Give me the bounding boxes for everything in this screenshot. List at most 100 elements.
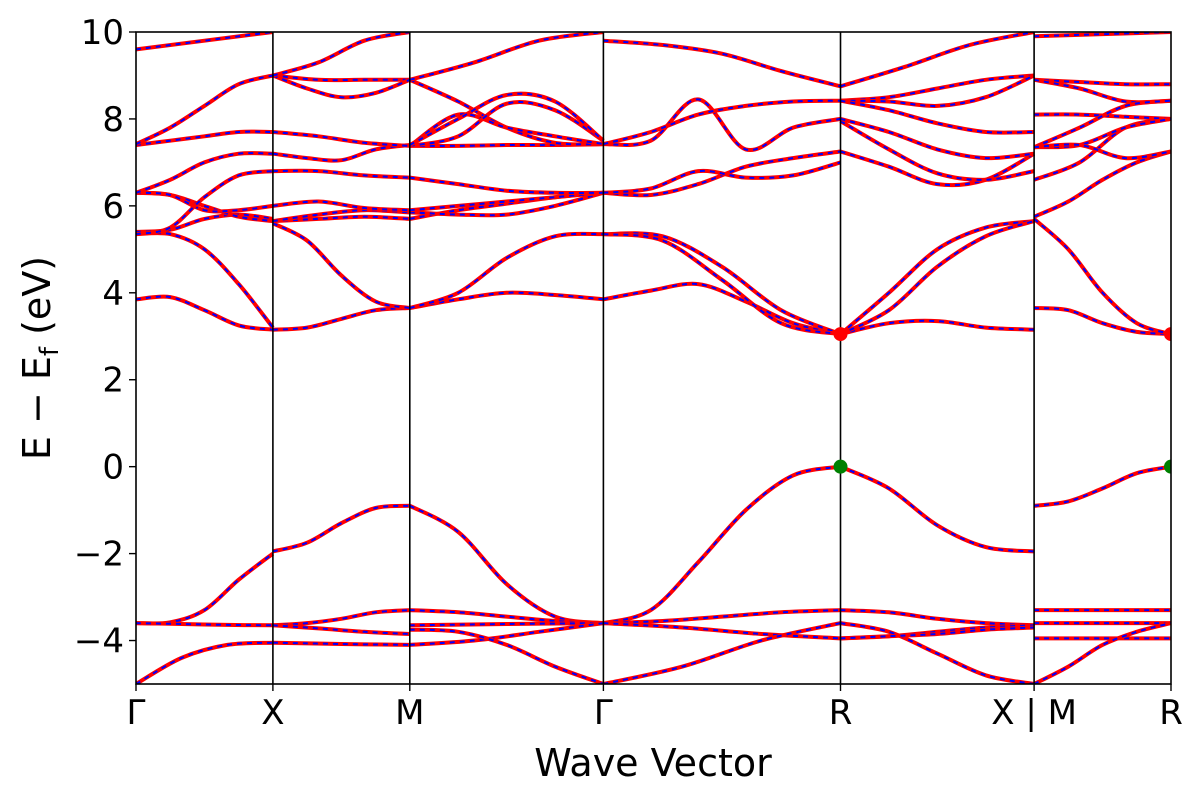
y-tick-label: 4 bbox=[102, 274, 124, 314]
band-line bbox=[1033, 77, 1171, 87]
band-line-dashed bbox=[136, 191, 274, 213]
band-line-dashed bbox=[603, 161, 841, 194]
band-line-dashed bbox=[136, 295, 274, 331]
band-line-dashed bbox=[840, 117, 1035, 160]
band-line-dashed bbox=[840, 74, 1035, 107]
band-line-dashed bbox=[1034, 117, 1171, 149]
band-line-dashed bbox=[1033, 465, 1171, 507]
x-axis-ticks: Γ X M Γ R X | M R bbox=[127, 684, 1183, 733]
high-symmetry-lines bbox=[272, 32, 1035, 684]
band-line-dashed bbox=[136, 152, 273, 194]
y-tick-label: 2 bbox=[102, 361, 124, 401]
band-line-dashed bbox=[840, 626, 1035, 640]
band-line-dashed bbox=[840, 32, 1035, 88]
band-line-dashed bbox=[1034, 307, 1171, 336]
band-line-dashed bbox=[136, 32, 274, 51]
band-line-dashed bbox=[272, 200, 410, 212]
band-line-dashed bbox=[409, 291, 604, 309]
band-line bbox=[408, 91, 605, 147]
band-line-dashed bbox=[272, 641, 410, 646]
y-tick-label: 6 bbox=[102, 187, 124, 227]
x-tick-label: M bbox=[395, 693, 424, 733]
band-line-dashed bbox=[603, 232, 841, 336]
band-line-dashed bbox=[603, 609, 841, 625]
band-line bbox=[602, 464, 841, 626]
band-line-dashed bbox=[272, 609, 410, 627]
band-line-dashed bbox=[272, 307, 410, 331]
band-line-dashed bbox=[603, 99, 841, 146]
band-line-dashed bbox=[1034, 143, 1171, 160]
band-line-dashed bbox=[409, 32, 604, 81]
band-lines bbox=[136, 32, 1171, 684]
band-line-dashed bbox=[409, 78, 604, 146]
y-tick-label: −4 bbox=[74, 622, 124, 662]
vbm-marker bbox=[833, 459, 848, 474]
band-line bbox=[136, 621, 273, 628]
band-line-dashed bbox=[409, 101, 604, 147]
band-line-dashed bbox=[603, 98, 841, 152]
band-line bbox=[1033, 621, 1171, 684]
x-tick-label: R bbox=[829, 693, 853, 733]
band-line-dashed bbox=[840, 150, 1035, 187]
band-line-dashed bbox=[136, 130, 273, 146]
band-line-dashed bbox=[409, 628, 604, 684]
band-line-dashed bbox=[603, 282, 841, 336]
plot-area bbox=[135, 31, 1172, 685]
band-line-dashed bbox=[840, 99, 1035, 134]
band-line-dashed bbox=[840, 220, 1035, 335]
band-line-dashed bbox=[839, 220, 1035, 335]
band-line-dashed bbox=[603, 39, 841, 88]
band-line-dashed bbox=[272, 131, 410, 147]
band-line-dashed bbox=[1033, 78, 1171, 104]
band-line-dashed bbox=[840, 319, 1035, 336]
band-line-dashed bbox=[136, 74, 274, 146]
band-line-dashed bbox=[409, 191, 604, 212]
cbm-marker bbox=[833, 327, 848, 342]
y-tick-label: 10 bbox=[81, 13, 124, 53]
vbm-marker bbox=[1164, 459, 1171, 474]
y-tick-label: −2 bbox=[74, 535, 124, 575]
y-axis-title-main: E − E bbox=[15, 356, 59, 460]
x-tick-label: Γ bbox=[594, 693, 613, 733]
band-edge-markers bbox=[833, 327, 1171, 474]
band-line-dashed bbox=[409, 622, 604, 627]
band-line-dashed bbox=[1033, 218, 1171, 336]
y-axis-title: E − Ef (eV) bbox=[15, 256, 65, 460]
band-line-dashed bbox=[1033, 99, 1171, 149]
x-tick-label: Γ bbox=[127, 693, 146, 733]
band-line-dashed bbox=[272, 209, 410, 223]
x-tick-label: X bbox=[261, 693, 284, 733]
band-line-dashed bbox=[272, 222, 410, 309]
band-line-dashed bbox=[272, 74, 411, 99]
band-line-dashed bbox=[839, 120, 1035, 181]
band-line-dashed bbox=[272, 144, 410, 162]
band-line-dashed bbox=[840, 609, 1035, 627]
band-line bbox=[272, 168, 410, 180]
band-line-dashed bbox=[603, 233, 841, 336]
y-axis-title-unit: (eV) bbox=[15, 256, 59, 347]
band-line-dashed bbox=[840, 74, 1035, 102]
band-line-dashed bbox=[409, 191, 604, 217]
band-line-dashed bbox=[272, 32, 410, 77]
band-line-dashed bbox=[603, 622, 841, 684]
band-line-dashed bbox=[409, 232, 604, 309]
band-line bbox=[1033, 149, 1171, 219]
y-axis-ticks: −4 −2 0 2 4 6 8 10 bbox=[74, 13, 136, 662]
band-line bbox=[409, 621, 604, 647]
band-line-dashed bbox=[136, 170, 274, 236]
cbm-marker bbox=[1164, 327, 1171, 342]
band-line-dashed bbox=[603, 622, 841, 640]
band-line-dashed bbox=[272, 74, 410, 82]
band-line-dashed bbox=[409, 176, 604, 194]
band-line-dashed bbox=[136, 641, 273, 684]
band-line-dashed bbox=[272, 504, 410, 553]
x-tick-label: R bbox=[1159, 693, 1183, 733]
band-line bbox=[272, 623, 410, 636]
band-line-dashed bbox=[840, 622, 1035, 684]
plot-frame bbox=[135, 31, 1172, 685]
x-tick-label: X | M bbox=[991, 693, 1077, 733]
x-axis-title: Wave Vector bbox=[534, 741, 772, 785]
y-axis-title-sub: f bbox=[35, 346, 65, 356]
y-tick-label: 0 bbox=[102, 448, 124, 488]
